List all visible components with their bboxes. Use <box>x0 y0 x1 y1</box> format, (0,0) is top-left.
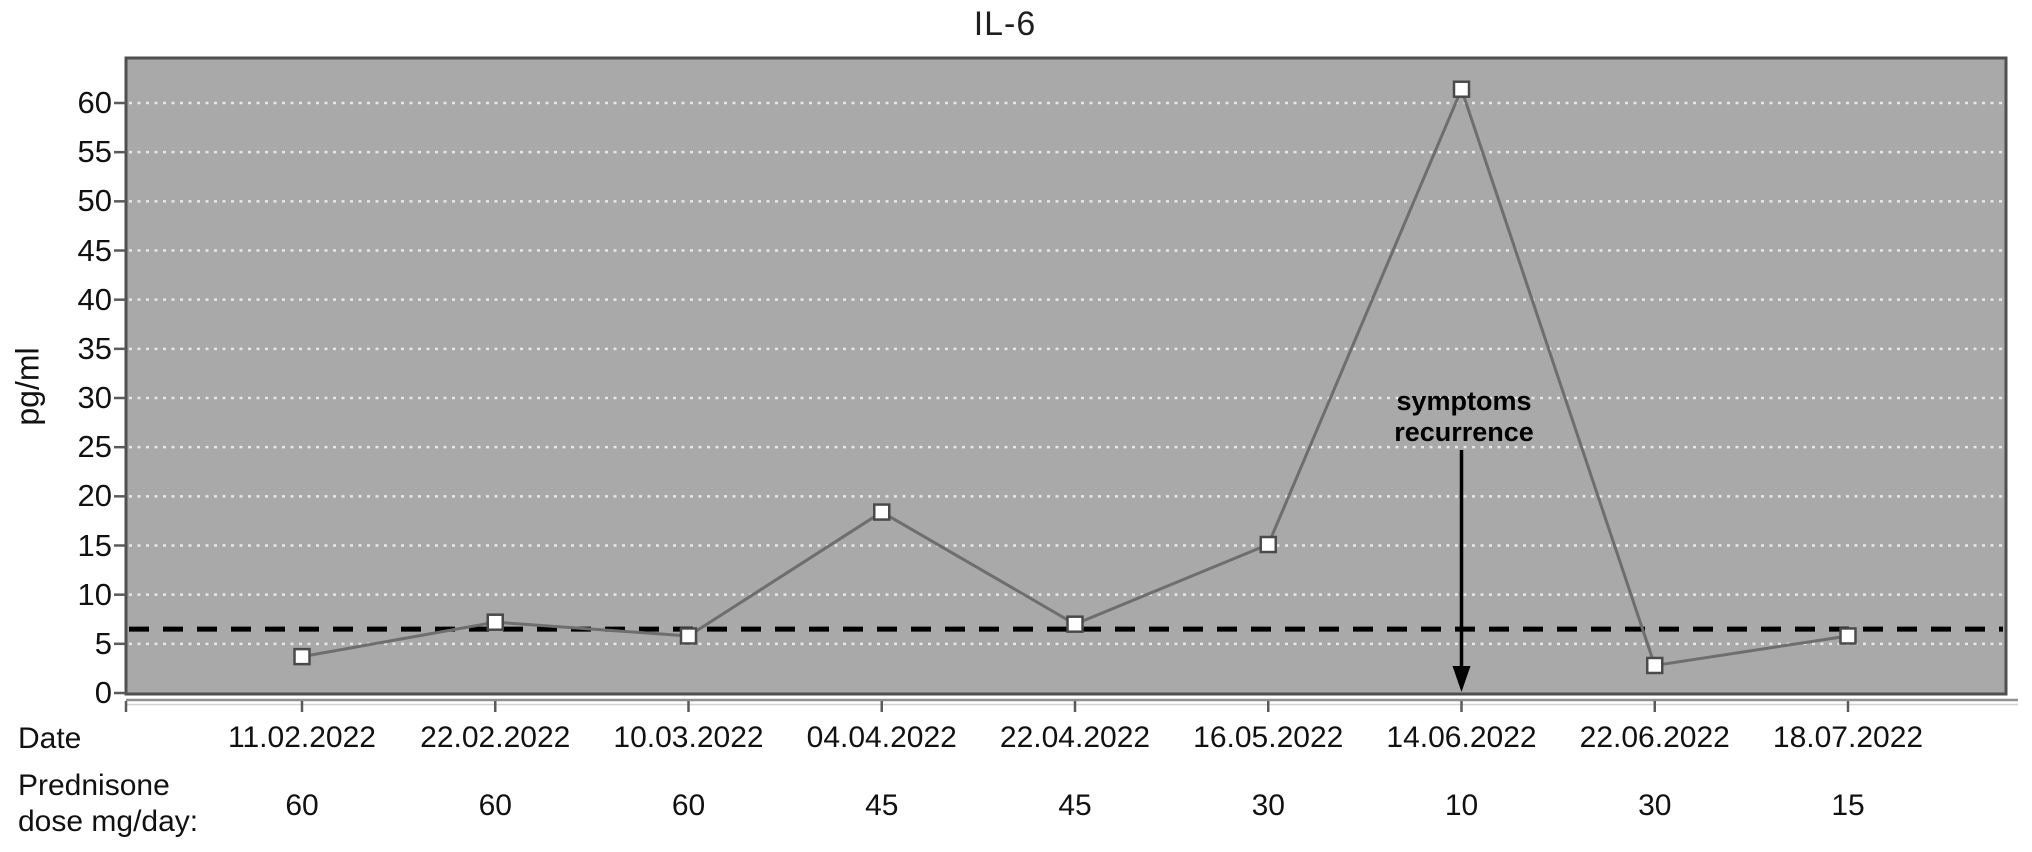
dose-value: 45 <box>1058 789 1092 822</box>
y-tick-label: 25 <box>77 429 112 465</box>
dose-value: 30 <box>1638 789 1672 822</box>
date-label: 10.03.2022 <box>613 721 764 754</box>
dose-value: 60 <box>671 789 706 822</box>
prednisone-row-label-line1: Prednisone <box>18 769 170 802</box>
y-tick-label: 20 <box>77 478 112 514</box>
date-label: 11.02.2022 <box>228 721 376 754</box>
y-tick-label: 5 <box>94 625 112 661</box>
y-tick-label: 40 <box>77 281 112 317</box>
data-point-marker <box>486 613 504 631</box>
date-label: 22.02.2022 <box>420 721 571 754</box>
y-tick-label: 0 <box>94 675 112 710</box>
dose-value: 30 <box>1251 789 1285 822</box>
chart-title: IL-6 <box>973 5 1037 43</box>
data-point-marker <box>873 503 891 521</box>
y-tick-label: 50 <box>77 183 112 219</box>
dose-value: 45 <box>865 789 899 822</box>
y-tick-label: 55 <box>77 134 112 170</box>
dose-value: 60 <box>285 789 319 822</box>
prednisone-row-label: Prednisone dose mg/day: <box>18 768 198 840</box>
y-tick-label: 35 <box>77 330 112 366</box>
data-point-marker <box>293 647 311 666</box>
data-point-marker <box>1066 615 1084 633</box>
y-tick-label: 30 <box>77 380 112 415</box>
date-label: 04.04.2022 <box>806 721 957 754</box>
date-label: 22.04.2022 <box>999 721 1151 754</box>
data-point-marker <box>1259 535 1277 554</box>
data-point-marker <box>679 627 698 645</box>
y-tick-label: 45 <box>77 232 112 268</box>
dose-value: 10 <box>1444 789 1479 822</box>
data-point-marker <box>1646 656 1664 675</box>
annotation-arrow-head <box>1452 666 1471 692</box>
symptoms-recurrence-annotation: symptoms recurrence <box>1314 386 1614 448</box>
date-label: 14.06.2022 <box>1386 721 1537 754</box>
date-label: 16.05.2022 <box>1193 721 1344 754</box>
prednisone-row-label-line2: dose mg/day: <box>18 805 199 838</box>
dose-value: 60 <box>478 789 512 822</box>
y-tick-label: 60 <box>77 85 112 120</box>
data-point-marker <box>1839 627 1857 645</box>
date-row-label: Date <box>18 722 82 755</box>
date-label: 22.06.2022 <box>1579 721 1730 754</box>
dose-value: 15 <box>1831 789 1865 822</box>
date-label: 18.07.2022 <box>1772 721 1924 754</box>
y-tick-label: 15 <box>77 527 112 563</box>
plot-area <box>124 56 2008 696</box>
annotation-line-1: symptoms <box>1396 386 1532 416</box>
data-point-marker <box>1452 80 1471 98</box>
y-tick-label: 10 <box>77 576 112 612</box>
annotation-line-2: recurrence <box>1394 417 1534 447</box>
